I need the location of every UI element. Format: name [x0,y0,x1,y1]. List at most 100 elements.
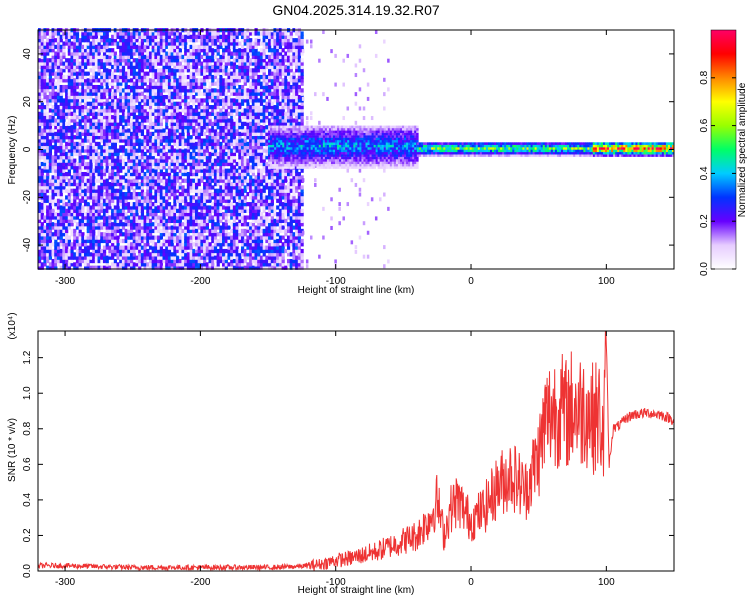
heatmap-cell [81,118,85,123]
heatmap-cell [116,81,120,86]
heatmap-cell [249,258,253,264]
heatmap-cell [143,265,147,270]
heatmap-cell [243,128,247,133]
heatmap-cell [162,185,166,190]
heatmap-cell [127,192,131,197]
heatmap-cell [51,121,55,126]
heatmap-cell [151,84,155,90]
heatmap-cell [119,58,123,63]
heatmap-cell [249,185,253,190]
heatmap-cell [216,84,220,90]
heatmap-cell [246,228,250,234]
heatmap-cell [92,228,96,234]
heatmap-cell [38,205,42,210]
heatmap-cell [159,212,163,217]
heatmap-cell [170,175,174,180]
heatmap-cell [143,182,147,187]
heatmap-cell [89,51,93,56]
heatmap-cell [138,138,142,143]
heatmap-cell [78,198,82,203]
heatmap-cell [146,61,150,66]
heatmap-cell [227,212,231,217]
heatmap-cell [105,81,109,86]
heatmap-cell [108,61,112,66]
heatmap-cell [249,81,253,86]
heatmap-cell [186,84,191,90]
heatmap-cell [67,185,71,190]
heatmap-cell [197,71,201,76]
heatmap-cell [48,78,53,83]
heatmap-cell [154,118,158,123]
heatmap-cell [43,168,47,173]
heatmap-cell [203,98,207,103]
heatmap-cell [184,105,188,110]
heatmap-cell [173,78,177,83]
heatmap-cell [157,222,161,227]
heatmap-cell [81,185,85,190]
heatmap-cell [70,64,74,70]
heatmap-cell [67,188,71,193]
heatmap-cell [140,185,145,190]
heatmap-cell [205,242,209,247]
heatmap-cell [173,38,177,43]
heatmap-cell [148,84,153,90]
heatmap-cell [232,121,237,126]
heatmap-cell [54,44,58,50]
heatmap-cell [181,222,185,227]
heatmap-cell [151,31,155,36]
heatmap-cell [73,151,77,157]
heatmap-cell [75,262,80,267]
heatmap-cell [219,91,223,96]
heatmap-cell [194,118,199,123]
heatmap-cell [227,235,231,240]
heatmap-cell [75,242,80,247]
heatmap-cell [222,232,226,237]
heatmap-cell [170,125,174,130]
heatmap-cell [219,215,223,220]
heatmap-cell [86,171,90,177]
heatmap-cell [113,192,117,197]
heatmap-cell [40,34,44,39]
heatmap-cell [238,252,242,257]
heatmap-cell [227,101,231,106]
heatmap-cell [249,98,253,103]
heatmap-cell [43,182,47,187]
heatmap-cell [154,225,158,230]
heatmap-cell [184,115,188,120]
heatmap-cell [224,98,228,103]
heatmap-cell [173,188,177,193]
heatmap-cell [121,158,126,163]
heatmap-cell [197,225,201,230]
heatmap-cell [222,238,226,244]
heatmap-cell [203,125,207,130]
heatmap-cell [170,188,174,193]
heatmap-cell [181,171,185,177]
heatmap-cell [205,188,209,193]
heatmap-cell [111,74,115,80]
heatmap-cell [111,135,115,140]
heatmap-cell [121,101,126,106]
heatmap-cell [157,48,161,53]
heatmap-cell [243,115,247,120]
heatmap-cell [157,182,161,187]
heatmap-cell [232,155,237,160]
heatmap-cell [186,138,191,143]
heatmap-cell [121,215,126,220]
heatmap-cell [192,141,196,147]
heatmap-cell [105,58,109,63]
heatmap-cell [165,68,169,73]
heatmap-cell [184,238,188,244]
heatmap-cell [67,31,71,36]
heatmap-cell [97,91,101,96]
heatmap-cell [92,178,96,183]
heatmap-cell [232,198,237,203]
heatmap-cell [162,44,166,50]
heatmap-cell [230,98,234,103]
heatmap-cell [46,135,50,140]
heatmap-cell [211,105,215,110]
heatmap-cell [132,84,136,90]
heatmap-cell [127,208,131,213]
heatmap-cell [205,238,209,244]
heatmap-cell [184,245,188,250]
heatmap-cell [216,118,220,123]
